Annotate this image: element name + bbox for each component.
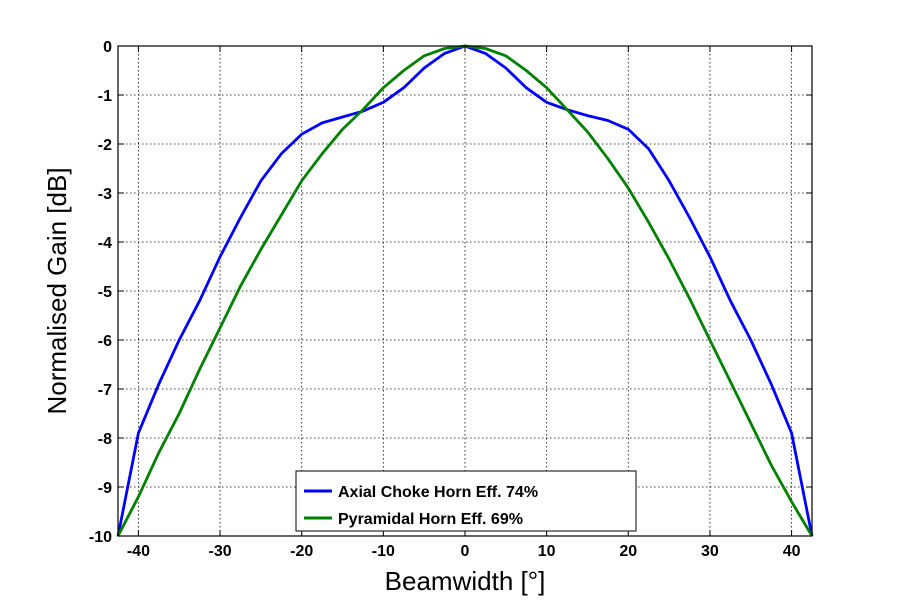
x-tick-label: -20 <box>290 543 313 560</box>
x-tick-label: -10 <box>372 543 395 560</box>
y-tick-label: -5 <box>98 284 112 301</box>
y-tick-label: -4 <box>98 235 112 252</box>
x-axis-title: Beamwidth [°] <box>385 566 546 596</box>
x-tick-label: 30 <box>701 543 719 560</box>
y-tick-label: -6 <box>98 333 112 350</box>
x-tick-label: 40 <box>783 543 801 560</box>
y-tick-label: 0 <box>103 39 112 56</box>
x-tick-label: 10 <box>538 543 556 560</box>
grid <box>118 45 812 537</box>
y-tick-label: -10 <box>89 529 112 546</box>
legend-label-pyramidal-horn: Pyramidal Horn Eff. 69% <box>338 511 523 528</box>
y-tick-label: -9 <box>98 480 112 497</box>
y-tick-label: -3 <box>98 186 112 203</box>
x-tick-label: 0 <box>461 543 470 560</box>
y-tick-label: -8 <box>98 431 112 448</box>
x-tick-label: -30 <box>208 543 231 560</box>
y-axis-ticks: 0 -1 -2 -3 -4 -5 -6 -7 -8 -9 -10 <box>89 39 812 546</box>
y-tick-label: -7 <box>98 382 112 399</box>
y-tick-label: -1 <box>98 88 112 105</box>
y-tick-label: -2 <box>98 137 112 154</box>
legend-label-axial-choke-horn: Axial Choke Horn Eff. 74% <box>338 484 538 501</box>
y-axis-title: Normalised Gain [dB] <box>42 167 72 414</box>
x-tick-label: 20 <box>619 543 637 560</box>
x-tick-label: -40 <box>127 543 150 560</box>
legend-box <box>295 470 637 532</box>
legend: Axial Choke Horn Eff. 74% Pyramidal Horn… <box>295 470 637 532</box>
x-axis-ticks: -40 -30 -20 -10 0 10 20 30 40 <box>127 46 801 560</box>
